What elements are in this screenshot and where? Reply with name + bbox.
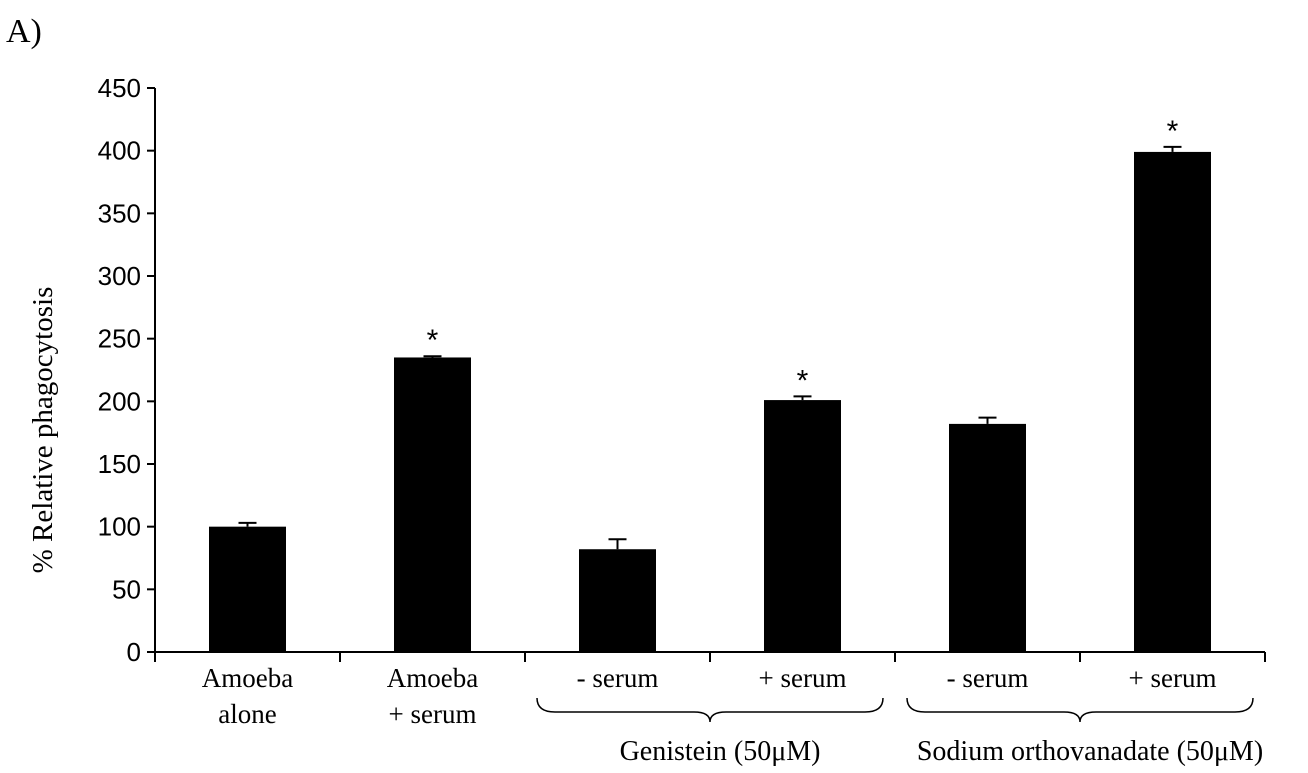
y-tick-label: 100 bbox=[98, 512, 141, 542]
y-tick-label: 400 bbox=[98, 136, 141, 166]
category-label-line: alone bbox=[218, 699, 276, 729]
y-tick-label: 50 bbox=[112, 574, 141, 604]
category-labels: Amoeba alone Amoeba + serum - serum + serum - … bbox=[202, 663, 1217, 729]
group-label: Genistein (50μM) bbox=[620, 736, 821, 767]
category-label-line: - serum bbox=[577, 663, 659, 693]
bar bbox=[1134, 151, 1211, 653]
category-label: + serum bbox=[759, 663, 847, 693]
category-label-line: Amoeba bbox=[202, 663, 293, 693]
category-label-line: + serum bbox=[1129, 663, 1217, 693]
category-label: - serum bbox=[577, 663, 659, 693]
group-brace bbox=[906, 697, 1254, 723]
category-label-line: Amoeba bbox=[387, 663, 478, 693]
y-tick-label: 450 bbox=[98, 73, 141, 103]
y-axis-ticks: 0 50 100 150 200 250 300 350 400 450 bbox=[98, 73, 155, 667]
y-tick-label: 150 bbox=[98, 449, 141, 479]
y-tick-label: 250 bbox=[98, 324, 141, 354]
y-tick-label: 200 bbox=[98, 386, 141, 416]
y-tick-label: 0 bbox=[127, 637, 141, 667]
bar bbox=[949, 423, 1026, 652]
bars: * * * bbox=[209, 115, 1211, 653]
category-label: + serum bbox=[1129, 663, 1217, 693]
category-label: Amoeba alone bbox=[202, 663, 293, 729]
bar bbox=[764, 400, 841, 652]
bar bbox=[209, 526, 286, 652]
group-brackets: Genistein (50μM) Sodium orthovanadate (50… bbox=[536, 697, 1263, 767]
y-tick-label: 350 bbox=[98, 198, 141, 228]
category-label-line: + serum bbox=[759, 663, 847, 693]
significance-marker: * bbox=[427, 324, 439, 357]
y-tick-label: 300 bbox=[98, 261, 141, 291]
bar bbox=[394, 357, 471, 652]
category-label-line: + serum bbox=[389, 699, 477, 729]
axes bbox=[154, 88, 1266, 662]
group-brace bbox=[536, 697, 884, 723]
significance-marker: * bbox=[1167, 115, 1179, 148]
category-label-line: - serum bbox=[947, 663, 1029, 693]
panel-label: A) bbox=[6, 13, 42, 50]
bar bbox=[579, 549, 656, 652]
group-label: Sodium orthovanadate (50μM) bbox=[917, 736, 1263, 767]
category-label: - serum bbox=[947, 663, 1029, 693]
category-label: Amoeba + serum bbox=[387, 663, 478, 729]
significance-marker: * bbox=[797, 364, 809, 397]
y-axis-label: % Relative phagocytosis bbox=[27, 287, 59, 574]
